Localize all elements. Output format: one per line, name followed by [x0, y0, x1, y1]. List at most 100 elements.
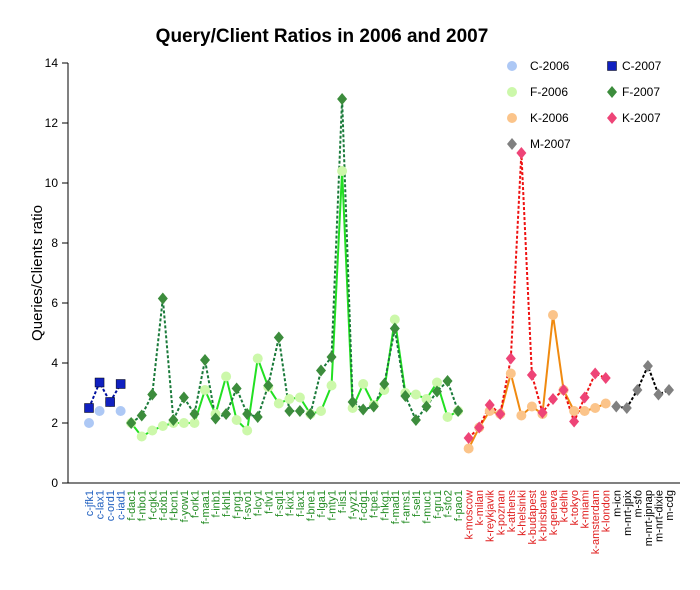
- data-point: [284, 394, 295, 404]
- x-tick-label: f-ams1: [400, 490, 412, 524]
- data-point: [84, 403, 94, 413]
- legend-marker: [507, 138, 517, 150]
- x-tick-label: k-helsinki: [516, 490, 528, 536]
- data-point: [305, 408, 316, 420]
- data-point: [516, 410, 527, 421]
- data-point: [115, 379, 126, 389]
- data-point: [168, 414, 179, 426]
- x-tick-label: k-athens: [506, 490, 518, 533]
- x-tick-label: f-yyz1: [348, 490, 360, 519]
- data-point: [474, 421, 485, 434]
- data-point: [126, 417, 137, 429]
- data-point: [316, 364, 326, 377]
- data-point: [294, 405, 305, 417]
- data-point: [231, 415, 242, 425]
- data-point: [221, 371, 232, 382]
- data-point: [284, 405, 295, 417]
- x-tick-label: f-kix1: [284, 490, 296, 516]
- x-tick-label: f-cdg1: [358, 490, 370, 521]
- data-point: [178, 391, 189, 404]
- data-point: [252, 353, 263, 364]
- series-line: [130, 98, 460, 424]
- legend-label: C-2006: [530, 59, 570, 73]
- x-tick-label: k-miami: [580, 490, 592, 529]
- data-point: [600, 398, 611, 409]
- data-point: [136, 409, 147, 422]
- data-point: [157, 421, 168, 431]
- data-point: [611, 400, 622, 413]
- x-tick-label: c-jfk1: [84, 490, 96, 516]
- x-tick-label: f-ork1: [189, 490, 201, 518]
- data-point: [453, 405, 464, 417]
- x-tick-label: c-iad1: [116, 490, 128, 520]
- legend-label: K-2007: [622, 111, 661, 125]
- legend-marker: [507, 87, 517, 97]
- data-point: [432, 377, 442, 388]
- data-point: [642, 360, 653, 372]
- data-point: [358, 379, 369, 389]
- data-point: [526, 369, 537, 381]
- x-tick-label: k-poznan: [495, 490, 507, 535]
- data-point: [157, 292, 168, 305]
- x-tick-label: f-dac1: [126, 490, 138, 521]
- x-tick-label: f-lga1: [316, 490, 328, 518]
- data-point: [421, 400, 432, 413]
- data-point: [147, 425, 158, 436]
- legend-marker: [507, 61, 517, 71]
- series-line: [88, 380, 122, 409]
- data-point: [463, 432, 474, 444]
- x-tick-label: k-milan: [474, 490, 486, 525]
- data-point: [147, 388, 158, 401]
- legend-label: C-2007: [622, 59, 662, 73]
- legend-label: M-2007: [530, 137, 571, 151]
- data-point: [273, 331, 284, 344]
- legend-label: K-2006: [530, 111, 569, 125]
- x-tick-label: f-prg1: [232, 490, 244, 519]
- data-point: [516, 147, 527, 159]
- data-point: [221, 408, 232, 420]
- data-point: [590, 403, 601, 413]
- x-tick-label: f-yow1: [179, 490, 191, 522]
- data-point: [579, 391, 590, 404]
- data-point: [337, 166, 348, 176]
- data-point: [389, 314, 400, 325]
- legend-marker: [607, 86, 617, 98]
- x-tick-label: f-tlv1: [263, 490, 275, 514]
- x-tick-label: k-moscow: [464, 490, 476, 540]
- x-tick-label: m-cdg: [664, 490, 676, 521]
- data-point: [273, 398, 284, 409]
- data-point: [632, 384, 643, 396]
- data-point: [379, 378, 390, 390]
- data-point: [400, 390, 411, 402]
- x-tick-label: m-sfo: [632, 490, 644, 518]
- x-tick-label: f-lis1: [337, 490, 349, 513]
- x-tick-label: f-sfo2: [443, 490, 455, 518]
- x-tick-label: k-delhi: [559, 490, 571, 522]
- data-point: [368, 400, 379, 413]
- data-point: [326, 380, 337, 391]
- data-point: [484, 399, 495, 411]
- data-point: [558, 384, 569, 396]
- y-tick-label: 0: [51, 476, 58, 490]
- data-point: [242, 408, 253, 420]
- x-tick-label: m-nrt-dixie: [653, 490, 665, 542]
- y-tick-label: 6: [51, 296, 58, 310]
- data-point: [231, 382, 242, 395]
- x-tick-label: f-svo1: [242, 490, 254, 520]
- data-point: [600, 372, 611, 384]
- data-point: [579, 406, 590, 416]
- x-tick-label: f-nbo1: [137, 490, 149, 521]
- data-point: [94, 377, 105, 388]
- x-tick-label: f-hkg1: [379, 490, 391, 521]
- data-point: [84, 418, 94, 428]
- data-point: [115, 406, 126, 416]
- y-tick-label: 12: [45, 116, 59, 130]
- x-tick-label: f-lax1: [295, 490, 307, 517]
- x-tick-label: f-dxb1: [158, 490, 170, 521]
- x-tick-label: f-mad1: [390, 490, 402, 524]
- x-tick-label: c-lax1: [95, 490, 107, 519]
- x-tick-label: k-tokyo: [569, 490, 581, 525]
- data-point: [242, 425, 253, 436]
